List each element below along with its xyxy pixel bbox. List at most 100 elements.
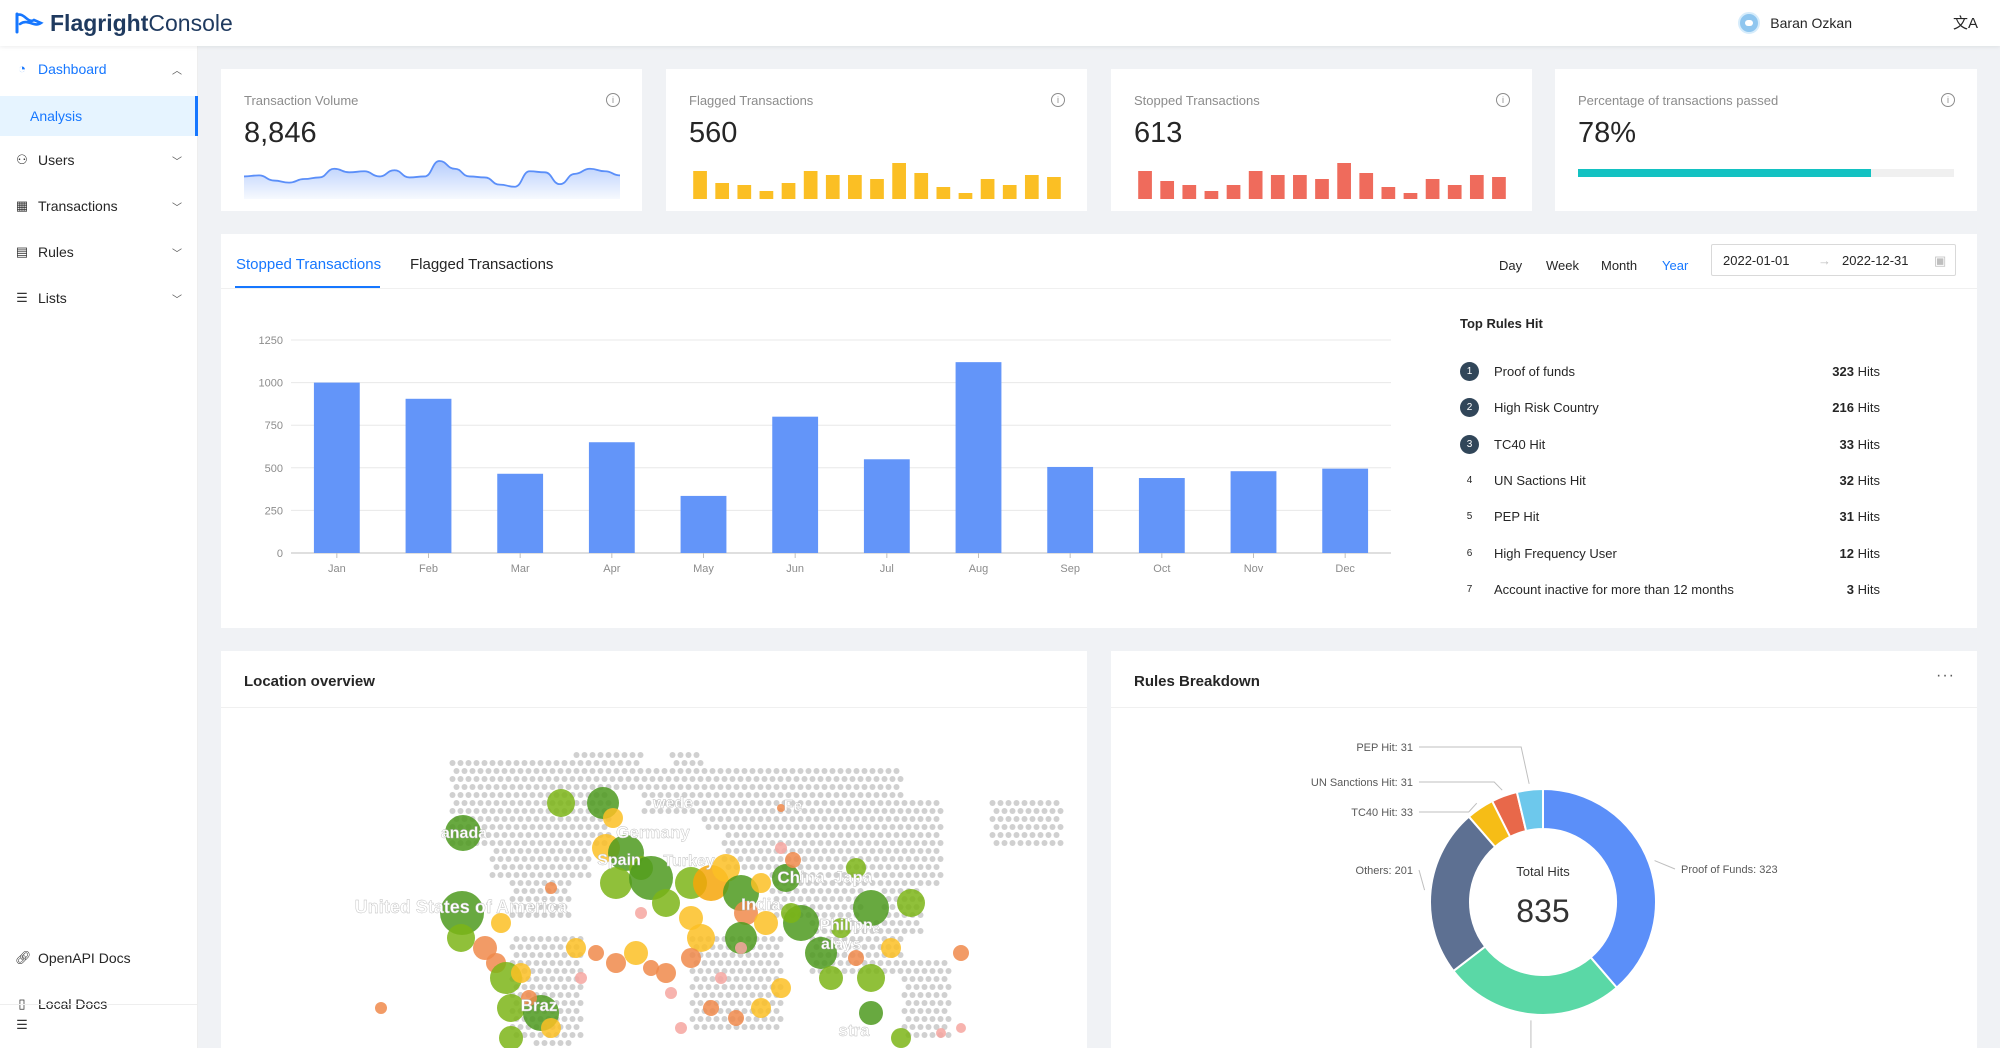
country-bubble (956, 1023, 966, 1033)
map-dot (529, 904, 536, 910)
user-name: Baran Ozkan (1770, 15, 1852, 31)
date-end[interactable]: 2022-12-31 (1842, 253, 1909, 268)
map-dot (561, 872, 568, 878)
map-dot (565, 816, 572, 822)
info-icon[interactable]: i (1941, 93, 1955, 107)
stat-card-flagged-transactions: Flagged Transactions i 560 (666, 69, 1087, 211)
map-dot (581, 832, 588, 838)
map-dot (749, 976, 756, 982)
map-dot (589, 816, 596, 822)
map-dot (1017, 840, 1024, 846)
country-label: United States of America (355, 897, 568, 917)
map-dot (821, 864, 828, 870)
translate-icon[interactable]: 文A (1952, 15, 1978, 32)
tab-flagged-transactions[interactable]: Flagged Transactions (410, 256, 554, 273)
info-icon[interactable]: i (606, 93, 620, 107)
map-dot (505, 824, 512, 830)
map-dot (573, 832, 580, 838)
range-year[interactable]: Year (1662, 258, 1689, 273)
date-range-picker[interactable]: 2022-01-01 → 2022-12-31 ▣ (1711, 244, 1956, 276)
map-dot (801, 872, 808, 878)
mini-bar (1226, 185, 1241, 199)
map-dot (809, 856, 816, 862)
map-dot (701, 784, 708, 790)
map-dot (893, 848, 900, 854)
sidebar-item-users[interactable]: ⚇ Users ﹀ (0, 137, 198, 183)
map-dot (901, 832, 908, 838)
map-dot (909, 832, 916, 838)
map-dot (829, 816, 836, 822)
map-dot (669, 800, 676, 806)
map-dot (741, 784, 748, 790)
map-dot (777, 968, 784, 974)
logo[interactable]: FlagrightConsole (14, 8, 233, 38)
map-dot (485, 800, 492, 806)
tab-stopped-transactions[interactable]: Stopped Transactions (236, 256, 382, 273)
map-dot (745, 808, 752, 814)
map-dot (749, 816, 756, 822)
map-dot (577, 840, 584, 846)
sidebar-item-rules[interactable]: ▤ Rules ﹀ (0, 229, 198, 275)
map-dot (905, 968, 912, 974)
country-bubble (497, 994, 525, 1022)
map-dot (893, 912, 900, 918)
x-tick-label: Jul (880, 563, 894, 575)
user-menu[interactable]: Baran Ozkan (1738, 12, 1852, 34)
sidebar-item-openapi-docs[interactable]: 🔗︎ OpenAPI Docs (0, 935, 198, 981)
more-icon[interactable]: ··· (1936, 667, 1955, 684)
map-dot (553, 936, 560, 942)
range-month[interactable]: Month (1601, 258, 1638, 273)
sidebar-item-lists[interactable]: ☰ Lists ﹀ (0, 275, 198, 321)
map-dot (917, 864, 924, 870)
menu-fold-button[interactable]: ☰ (0, 1002, 198, 1048)
map-dot (529, 872, 536, 878)
map-dot (877, 928, 884, 934)
map-dot (745, 856, 752, 862)
map-dot (805, 864, 812, 870)
map-dot (861, 944, 868, 950)
map-dot (897, 808, 904, 814)
sidebar-item-dashboard[interactable]: ◔ Dashboard ︿ (0, 46, 198, 92)
bar-jun (772, 416, 819, 553)
map-dot (877, 784, 884, 790)
info-icon[interactable]: i (1051, 93, 1065, 107)
info-icon[interactable]: i (1496, 93, 1510, 107)
map-dot (541, 800, 548, 806)
map-dot (821, 848, 828, 854)
mini-bar (892, 163, 906, 199)
range-week[interactable]: Week (1546, 258, 1579, 273)
map-dot (497, 808, 504, 814)
map-dot (517, 832, 524, 838)
map-dot (773, 768, 780, 774)
map-dot (761, 952, 768, 958)
map-dot (553, 872, 560, 878)
map-dot (729, 776, 736, 782)
map-dot (829, 832, 836, 838)
map-dot (613, 768, 620, 774)
map-dot (825, 808, 832, 814)
map-dot (913, 1032, 920, 1038)
map-dot (925, 1008, 932, 1014)
map-dot (845, 800, 852, 806)
map-dot (833, 904, 840, 910)
map-dot (861, 800, 868, 806)
map-dot (533, 976, 540, 982)
map-dot (1017, 824, 1024, 830)
map-dot (537, 936, 544, 942)
menu-fold-icon: ☰ (16, 1017, 28, 1032)
map-dot (873, 792, 880, 798)
map-dot (757, 800, 764, 806)
donut-leader-line (1654, 860, 1676, 870)
map-dot (565, 768, 572, 774)
sidebar-item-transactions[interactable]: ▦ Transactions ﹀ (0, 183, 198, 229)
map-dot (805, 880, 812, 886)
map-dot (529, 888, 536, 894)
map-dot (817, 840, 824, 846)
map-dot (537, 952, 544, 958)
range-day[interactable]: Day (1499, 258, 1523, 273)
sidebar-item-analysis[interactable]: Analysis (0, 96, 198, 136)
map-dot (773, 832, 780, 838)
date-start[interactable]: 2022-01-01 (1723, 253, 1790, 268)
map-dot (537, 888, 544, 894)
map-dot (1041, 824, 1048, 830)
